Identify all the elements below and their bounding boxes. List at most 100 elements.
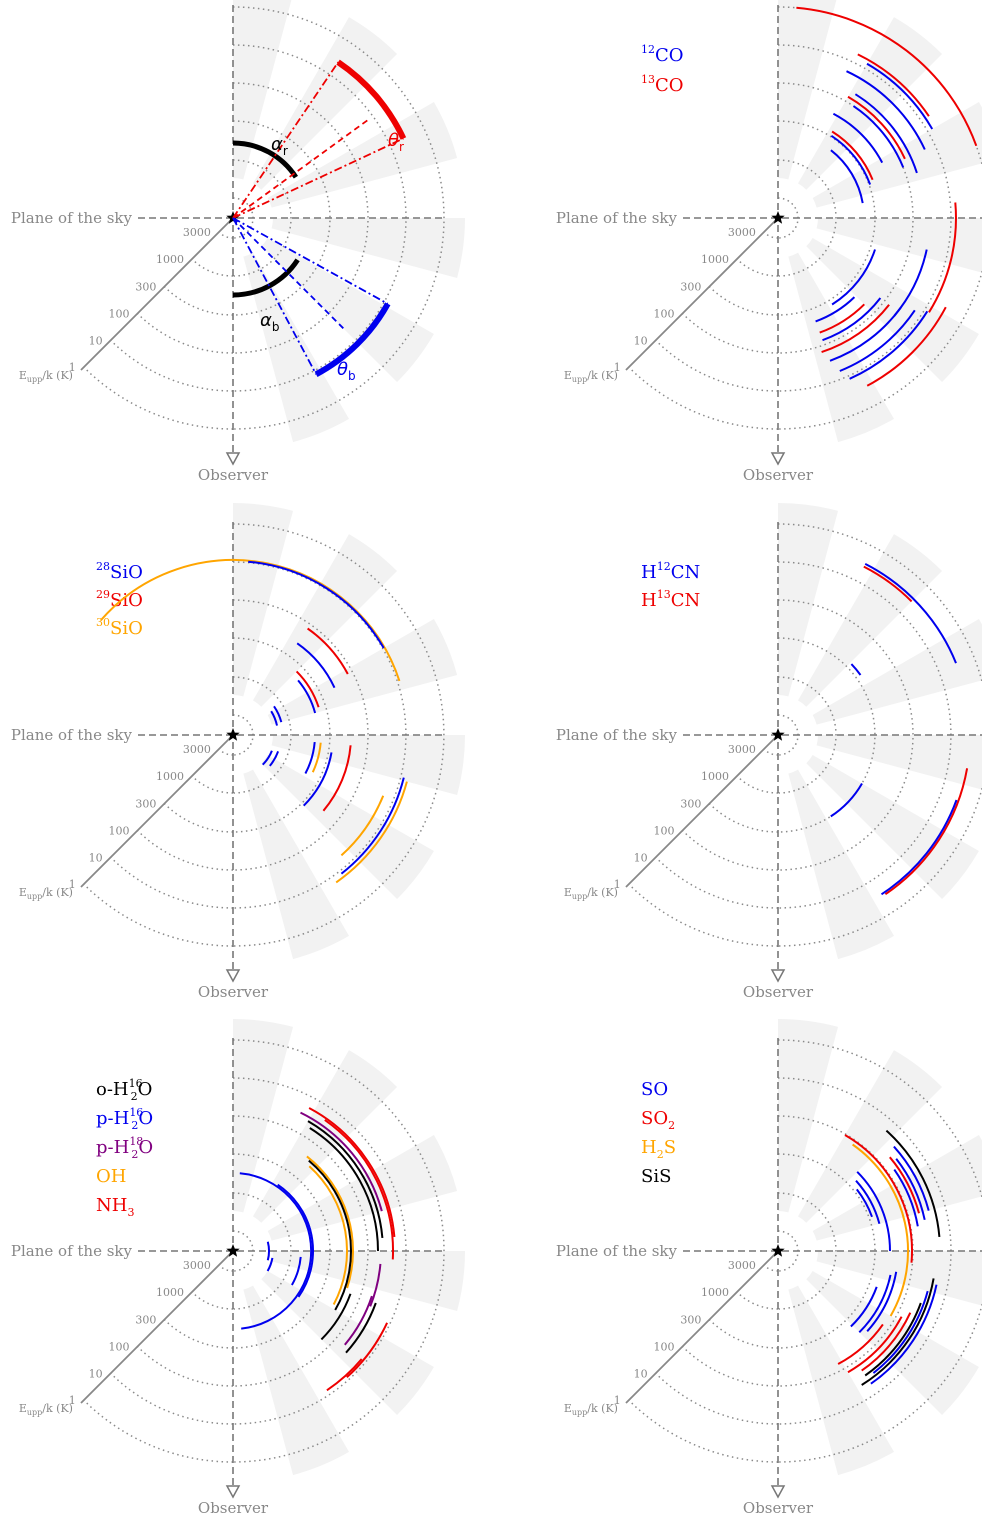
legend-entry: 13CO [641,73,684,96]
observer-label: Observer [198,983,269,1001]
energy-tick-label: 1 [69,1394,76,1407]
background-wedge [261,755,434,900]
energy-tick-label: 100 [654,824,675,837]
energy-tick-label: 300 [680,1314,701,1327]
background-wedge [253,17,398,190]
spectral-line-arc [839,309,916,372]
energy-tick-label: 1 [614,878,621,891]
spectral-line-arc [847,1316,903,1374]
energy-axis-label: Eupp/k (K) [19,369,73,384]
background-wedge [271,1251,465,1312]
ring-dotted [655,1372,779,1425]
energy-tick-label: 300 [680,281,701,294]
spectral-line-arc [266,1257,274,1272]
energy-tick-label: 10 [89,1367,103,1380]
ring-dotted [110,1372,234,1425]
spectral-line-arc [821,304,890,354]
spectral-line-arc [866,306,947,387]
spectral-line-arc [309,1127,379,1252]
spectral-line-arc [308,1107,396,1237]
legend-entry: 12CO [641,43,684,66]
spectral-line-arc [850,1286,878,1328]
ring-dotted [163,286,234,316]
ring-dotted [218,1264,234,1272]
ring-dotted [777,120,876,316]
observer-label: Observer [743,983,814,1001]
observer-arrow-icon [770,969,786,983]
spectral-line-arc [850,663,862,676]
spectral-line-arc [311,742,322,773]
spectral-line-arc [861,1312,912,1372]
spectral-line-arc [870,1284,938,1385]
energy-tick-label: 1 [69,361,76,374]
spectral-line-arc [308,1159,352,1311]
spectral-line-arc [895,1158,926,1221]
spectral-line-arc [829,306,902,362]
background-wedge [798,534,943,707]
background-wedge [267,102,458,208]
energy-tick-label: 10 [634,334,648,347]
ring-dotted [777,676,837,794]
spectral-line-arc [307,627,349,675]
spectral-line-arc [928,202,957,313]
background-wedge [788,252,894,443]
legend-entry: SiS [641,1166,671,1187]
plane-of-sky-label: Plane of the sky [11,1242,133,1260]
theta-r-arc [336,59,407,140]
ring-dotted [110,339,234,392]
ring-dotted [232,1153,331,1349]
spectral-line-arc [880,799,958,896]
ring-dotted [681,829,779,871]
background-wedge [271,218,465,279]
legend-entry: SO2 [641,1108,675,1132]
energy-tick-label: 1000 [156,770,184,783]
spectral-line-arc [819,303,866,334]
legend-entry: p-H18 2O [96,1135,153,1161]
spectral-line-arc [885,1129,941,1237]
panel-sulfur: Plane of the sky Observer 3000 1000 300 100 10… [556,1019,982,1517]
observer-label: Observer [198,466,269,484]
energy-tick-label: 1 [614,361,621,374]
observer-arrow-icon [225,452,241,466]
legend-entry: NH3 [96,1195,134,1219]
background-wedge [261,238,434,383]
spectral-line-arc [830,134,872,185]
theta-b-label: θb [337,359,356,383]
spectral-line-arc [846,70,926,150]
energy-tick-label: 3000 [183,226,211,239]
ring-dotted [777,637,876,833]
ring-dotted [655,339,779,392]
spectral-line-arc [295,670,320,708]
observer-arrow-icon [770,452,786,466]
ring-dotted [628,883,779,947]
spectral-line-arc [300,1111,383,1212]
spectral-line-arc [322,745,352,812]
ring-dotted [777,159,837,277]
ring-dotted [628,366,779,430]
ring-dotted [628,1399,779,1463]
ring-dotted [777,1153,876,1349]
ring-dotted [777,1039,982,1463]
ring-dotted [232,159,292,277]
observer-arrow-icon [770,1485,786,1499]
spectral-line-arc [830,149,864,204]
ring-dotted [232,637,331,833]
energy-tick-label: 100 [654,307,675,320]
background-wedge [253,1050,398,1223]
spectral-line-arc [830,783,863,818]
energy-tick-label: 1000 [701,253,729,266]
legend-entry: H2S [641,1137,676,1161]
spectral-line-arc [872,1290,929,1374]
spectral-line-arc [239,1172,313,1330]
spectral-line-arc [856,1171,891,1252]
observer-label: Observer [743,466,814,484]
ring-dotted [163,803,234,833]
legend-entry: p-H16 2O [96,1106,153,1132]
spectral-line-arc [854,93,918,174]
spectral-line-arc [861,1278,935,1386]
panel-schematic: Plane of the sky Observer 3000 1000 300 100 10… [11,0,465,484]
spectral-line-arc [831,130,874,181]
legend-entry: o-H16 2O [96,1077,152,1103]
panel-co: Plane of the sky Observer 3000 1000 300 100 10… [556,0,982,484]
spectral-line-arc [304,742,316,774]
